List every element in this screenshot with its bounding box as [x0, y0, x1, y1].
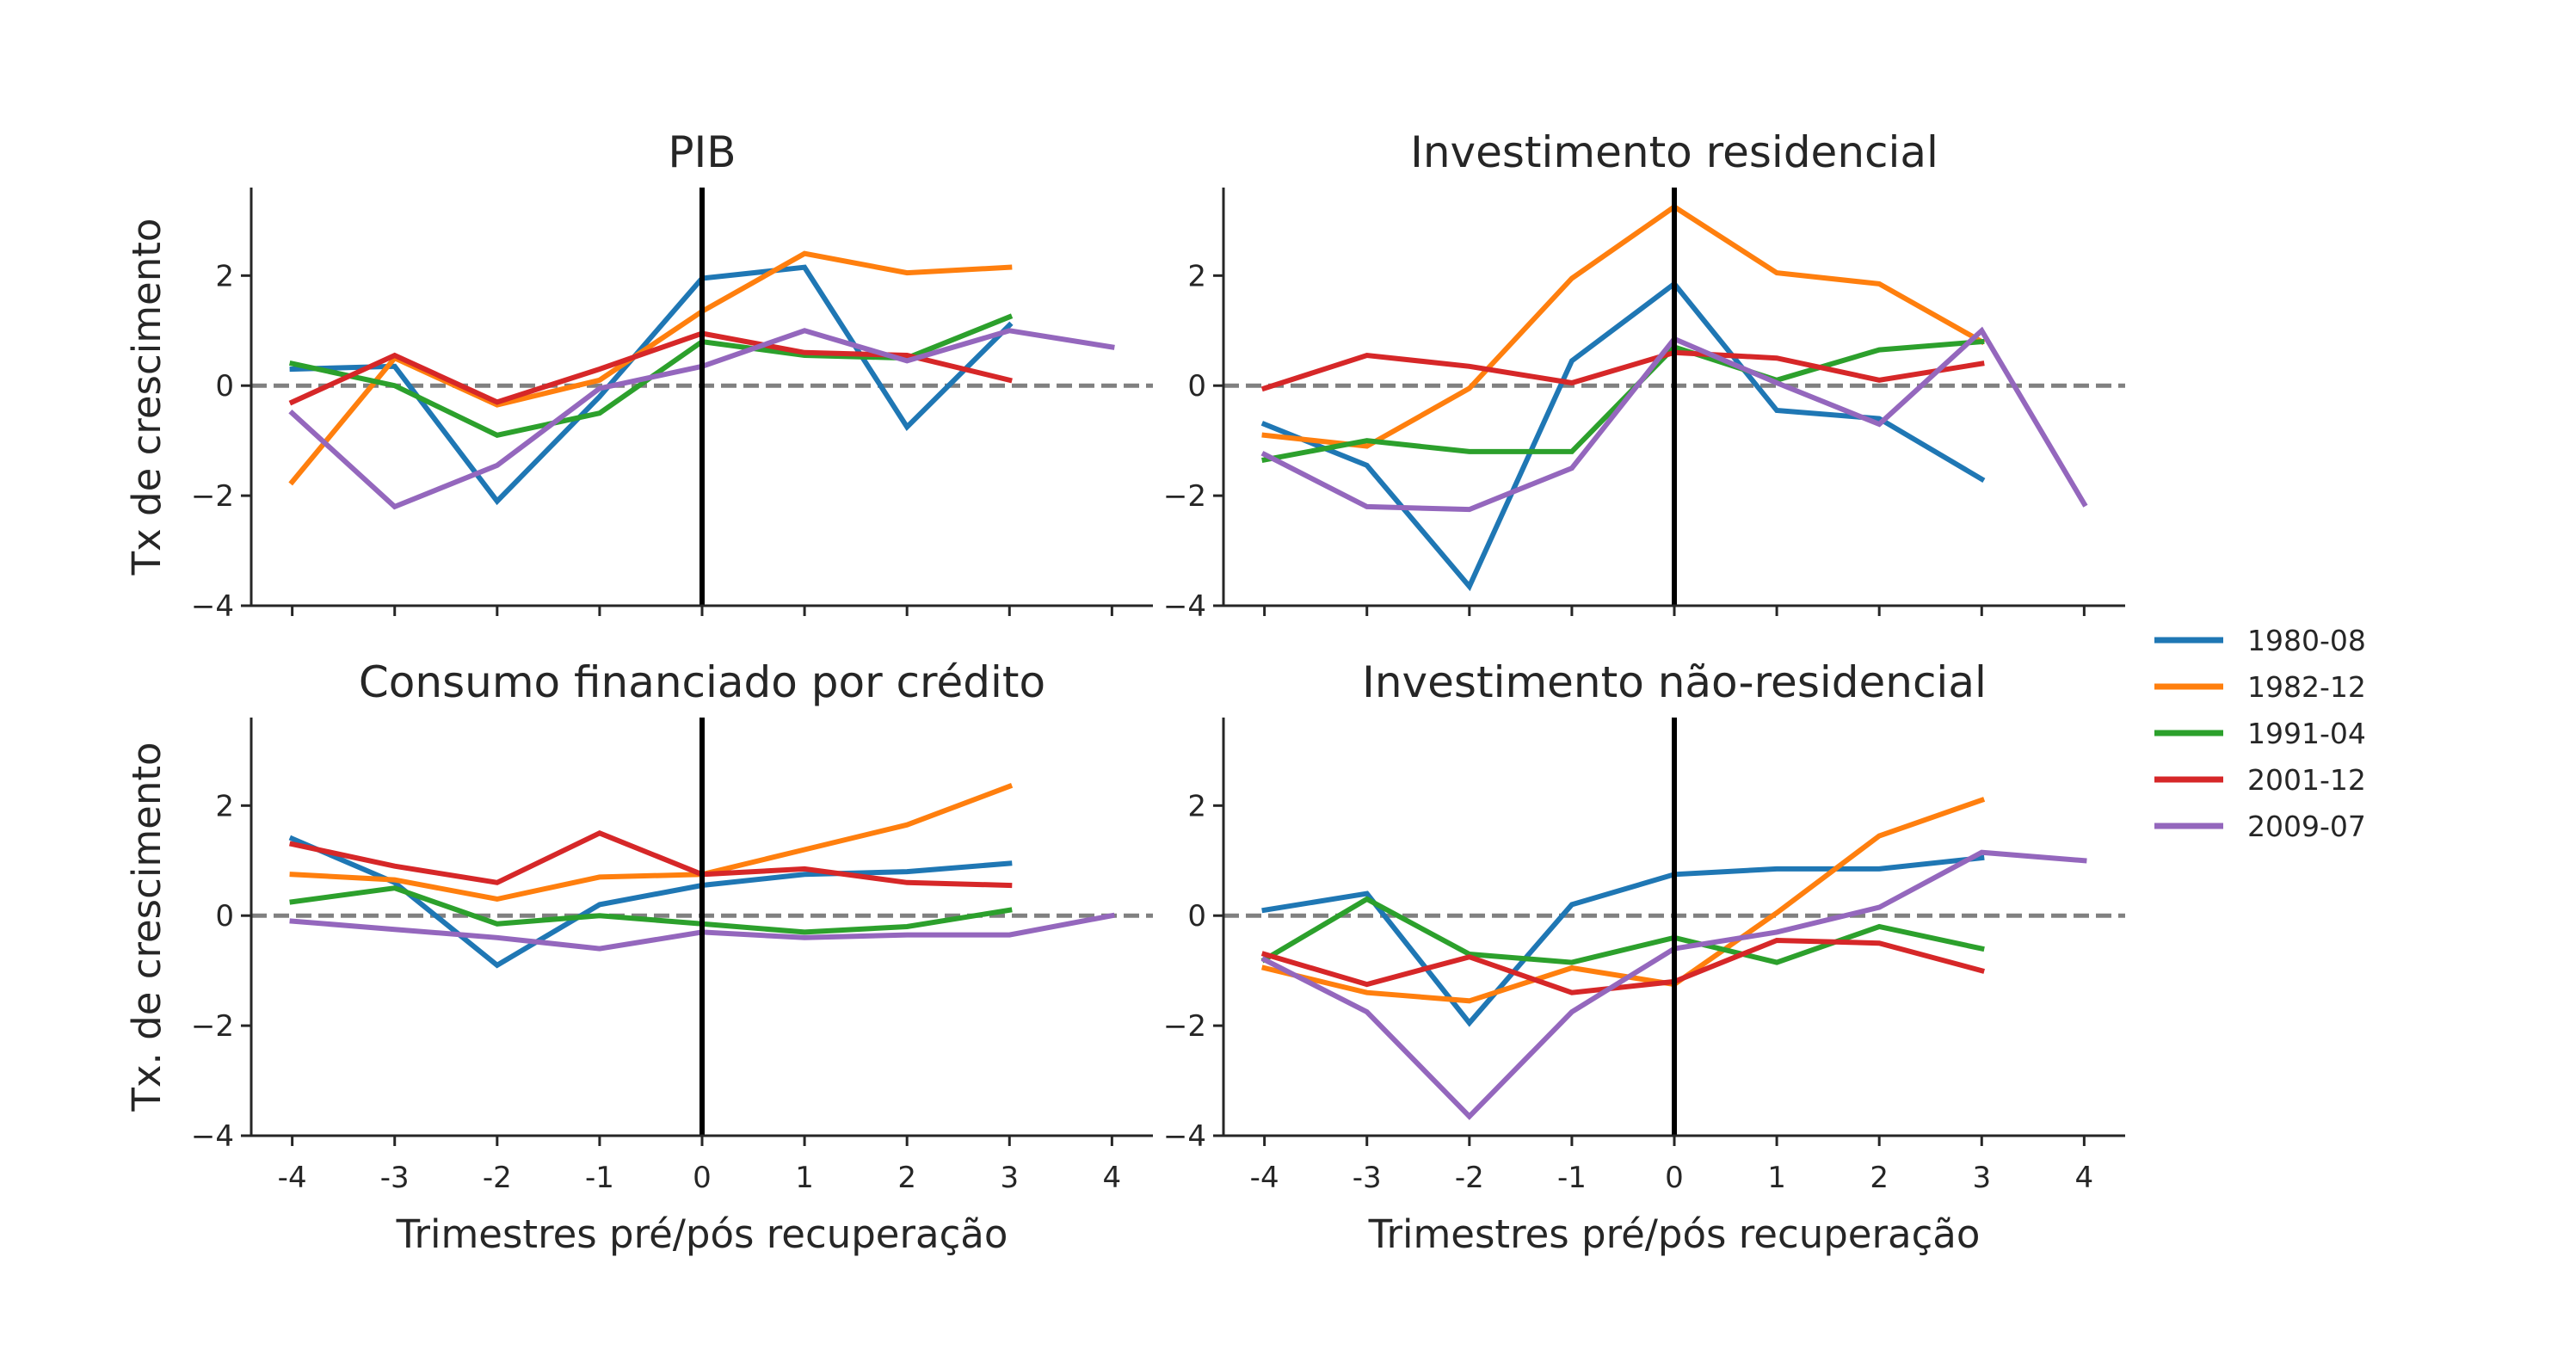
x-tick-label: 3 [1972, 1161, 1991, 1195]
series-line-2001-12 [1260, 349, 1985, 392]
x-tick-label: -1 [585, 1161, 614, 1195]
x-tick-label: -4 [278, 1161, 307, 1195]
panel-title: Investimento residencial [1410, 127, 1938, 177]
series-line-1991-04 [1260, 896, 1985, 965]
y-tick-label: 2 [1187, 259, 1206, 293]
y-tick-label: −2 [1163, 1009, 1206, 1044]
x-tick-label: -1 [1557, 1161, 1587, 1195]
x-tick-label: 4 [2075, 1161, 2094, 1195]
y-tick-label: 2 [215, 259, 234, 293]
series-line-1982-12 [288, 250, 1013, 486]
legend-label: 2009-07 [2247, 810, 2366, 843]
y-tick-label: −2 [191, 1009, 234, 1044]
legend-label: 2001-12 [2247, 763, 2366, 797]
series-line-1982-12 [1261, 203, 1986, 449]
y-tick-label: 0 [1187, 899, 1206, 934]
y-tick-label: −2 [191, 479, 234, 514]
series-line-1982-12 [1260, 797, 1986, 1004]
y-tick-label: −4 [191, 1119, 234, 1154]
x-tick-label: -2 [483, 1161, 512, 1195]
y-tick-label: 0 [215, 899, 234, 934]
x-tick-label: -2 [1455, 1161, 1484, 1195]
legend-label: 1991-04 [2247, 717, 2366, 750]
legend: 1980-08 1982-12 1991-04 2001-12 2009-07 [2154, 624, 2366, 843]
y-tick-label: −2 [1163, 479, 1206, 514]
panel-pib: −4 −2 0 2 PIB Tx de crescimento [124, 127, 1153, 624]
x-tick-label: 4 [1103, 1161, 1122, 1195]
panel-title: Consumo financiado por crédito [359, 657, 1045, 707]
series-line-2001-12 [289, 830, 1013, 889]
series-line-1991-04 [289, 885, 1013, 935]
panel-title: Investimento não-residencial [1362, 657, 1987, 707]
y-tick-label: −4 [1163, 589, 1206, 624]
x-tick-label: 0 [1665, 1161, 1684, 1195]
x-tick-label: 3 [1000, 1161, 1019, 1195]
y-tick-label: 2 [215, 789, 234, 823]
series-line-1982-12 [289, 783, 1014, 903]
legend-label: 1982-12 [2247, 670, 2366, 704]
x-axis-label: Trimestres pré/pós recuperação [1368, 1211, 1981, 1257]
x-tick-label: 1 [1767, 1161, 1786, 1195]
x-tick-label: 1 [795, 1161, 814, 1195]
legend-label: 1980-08 [2247, 624, 2366, 657]
y-tick-label: −4 [191, 589, 234, 624]
x-tick-label: -3 [380, 1161, 410, 1195]
series-line-1980-08 [1261, 854, 1985, 1027]
x-tick-label: 0 [693, 1161, 712, 1195]
x-tick-label: -3 [1353, 1161, 1382, 1195]
y-tick-label: −4 [1163, 1119, 1206, 1154]
panel-consumo-financiado-por-credito: −4 −2 0 2 -4 -3 -2 -1 0 1 2 3 4 Consumo financiado po… [124, 657, 1153, 1257]
x-tick-label: -4 [1250, 1161, 1279, 1195]
x-axis-label: Trimestres pré/pós recuperação [396, 1211, 1008, 1257]
panel-investimento-nao-residencial: −4 −2 0 2 -4 -3 -2 -1 0 1 2 3 4 Investimento não-resi… [1163, 657, 2125, 1257]
panel-title: PIB [668, 127, 736, 177]
series-line-1991-04 [1261, 338, 1985, 464]
series-line-1980-08 [1260, 280, 1986, 592]
panel-investimento-residencial: −4 −2 0 2 Investimento residencial [1163, 127, 2125, 624]
y-tick-label: 2 [1187, 789, 1206, 823]
series-line-1980-08 [289, 264, 1014, 506]
y-axis-label: Tx de crescimento [124, 219, 169, 576]
y-axis-label: Tx. de crescimento [124, 742, 169, 1112]
y-tick-label: 0 [215, 369, 234, 404]
x-tick-label: 2 [897, 1161, 916, 1195]
series-line-2001-12 [1260, 937, 1985, 995]
y-tick-label: 0 [1187, 369, 1206, 404]
series-line-1980-08 [288, 835, 1013, 969]
x-tick-label: 2 [1870, 1161, 1889, 1195]
